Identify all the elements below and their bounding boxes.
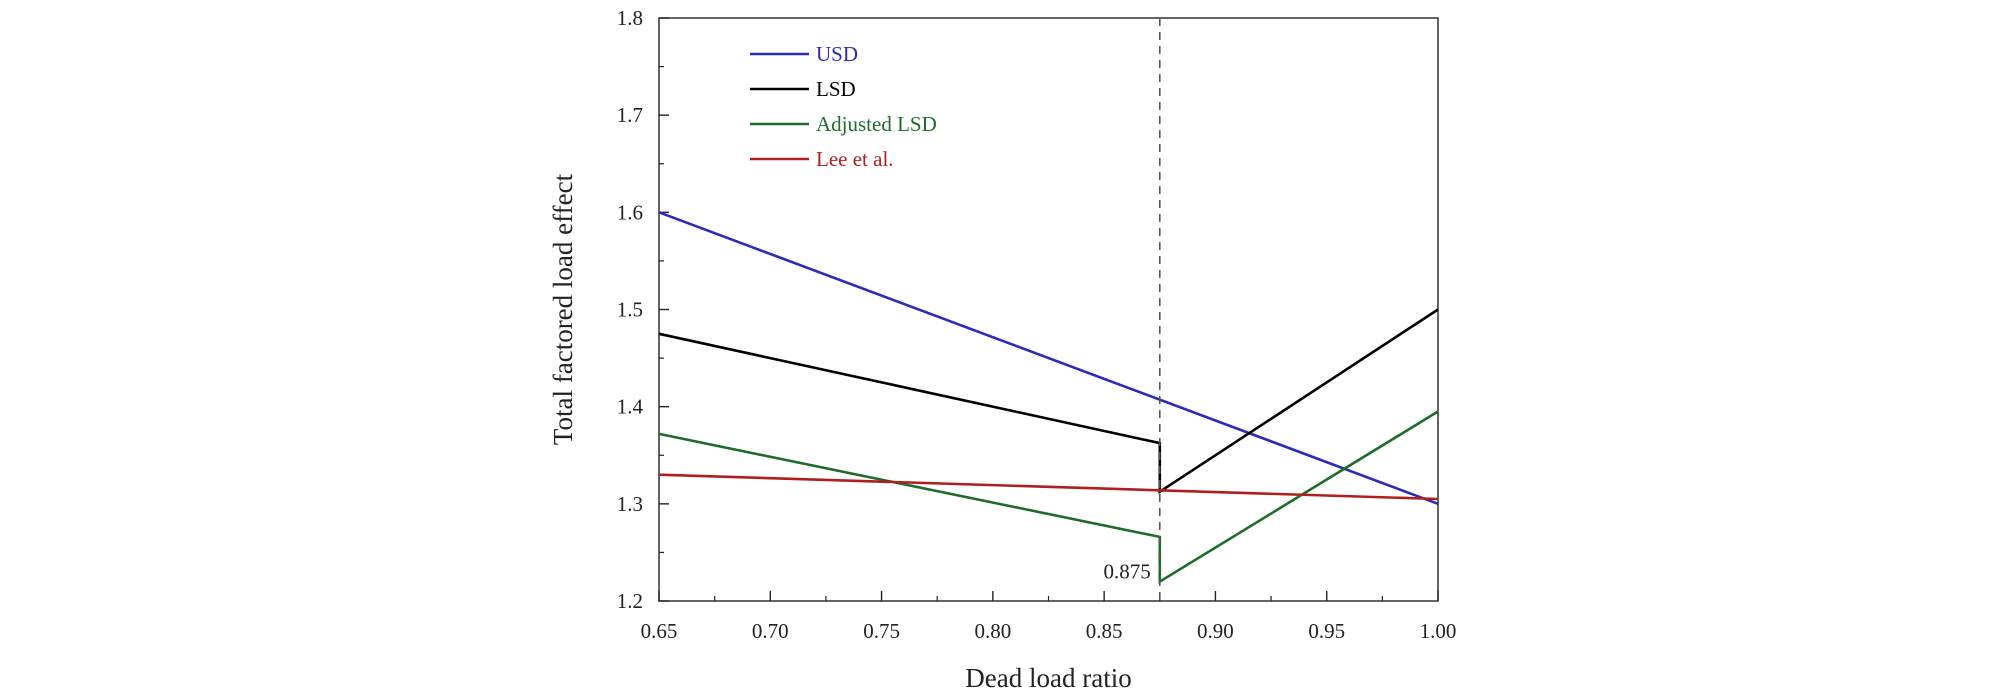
vline-annotation: 0.875 bbox=[1104, 560, 1151, 584]
x-axis-ticks: 0.65 0.70 0.75 0.80 0.85 0.90 0.95 1.00 bbox=[641, 591, 1457, 643]
legend-label: LSD bbox=[816, 77, 856, 101]
y-tick-label: 1.3 bbox=[617, 492, 643, 516]
x-tick-label: 0.85 bbox=[1086, 619, 1123, 643]
x-tick-label: 0.65 bbox=[641, 619, 678, 643]
x-tick-label: 1.00 bbox=[1420, 619, 1457, 643]
series-line-4 bbox=[658, 473, 1439, 501]
legend-label: Adjusted LSD bbox=[816, 112, 937, 136]
legend-label: USD bbox=[816, 42, 858, 66]
x-tick-label: 0.70 bbox=[752, 619, 789, 643]
legend: USD LSD Adjusted LSD Lee et al. bbox=[750, 42, 937, 171]
y-tick-label: 1.6 bbox=[617, 200, 643, 224]
x-tick-label: 0.90 bbox=[1197, 619, 1234, 643]
series-line-1 bbox=[658, 211, 1439, 506]
y-tick-label: 1.8 bbox=[617, 6, 643, 30]
legend-label: Lee et al. bbox=[816, 147, 894, 171]
series-layer bbox=[658, 211, 1439, 584]
x-tick-label: 0.75 bbox=[863, 619, 900, 643]
y-tick-label: 1.4 bbox=[617, 395, 644, 419]
x-tick-label: 0.80 bbox=[974, 619, 1011, 643]
y-tick-label: 1.7 bbox=[617, 103, 643, 127]
series-line-2 bbox=[658, 308, 1439, 495]
y-tick-label: 1.5 bbox=[617, 298, 643, 322]
x-axis-title: Dead load ratio bbox=[965, 663, 1131, 693]
series-line-3 bbox=[658, 410, 1439, 584]
y-axis-title: Total factored load effect bbox=[548, 173, 578, 445]
y-axis-ticks: 1.2 1.3 1.4 1.5 1.6 1.7 1.8 bbox=[617, 6, 669, 613]
y-tick-label: 1.2 bbox=[617, 589, 643, 613]
x-tick-label: 0.95 bbox=[1308, 619, 1345, 643]
